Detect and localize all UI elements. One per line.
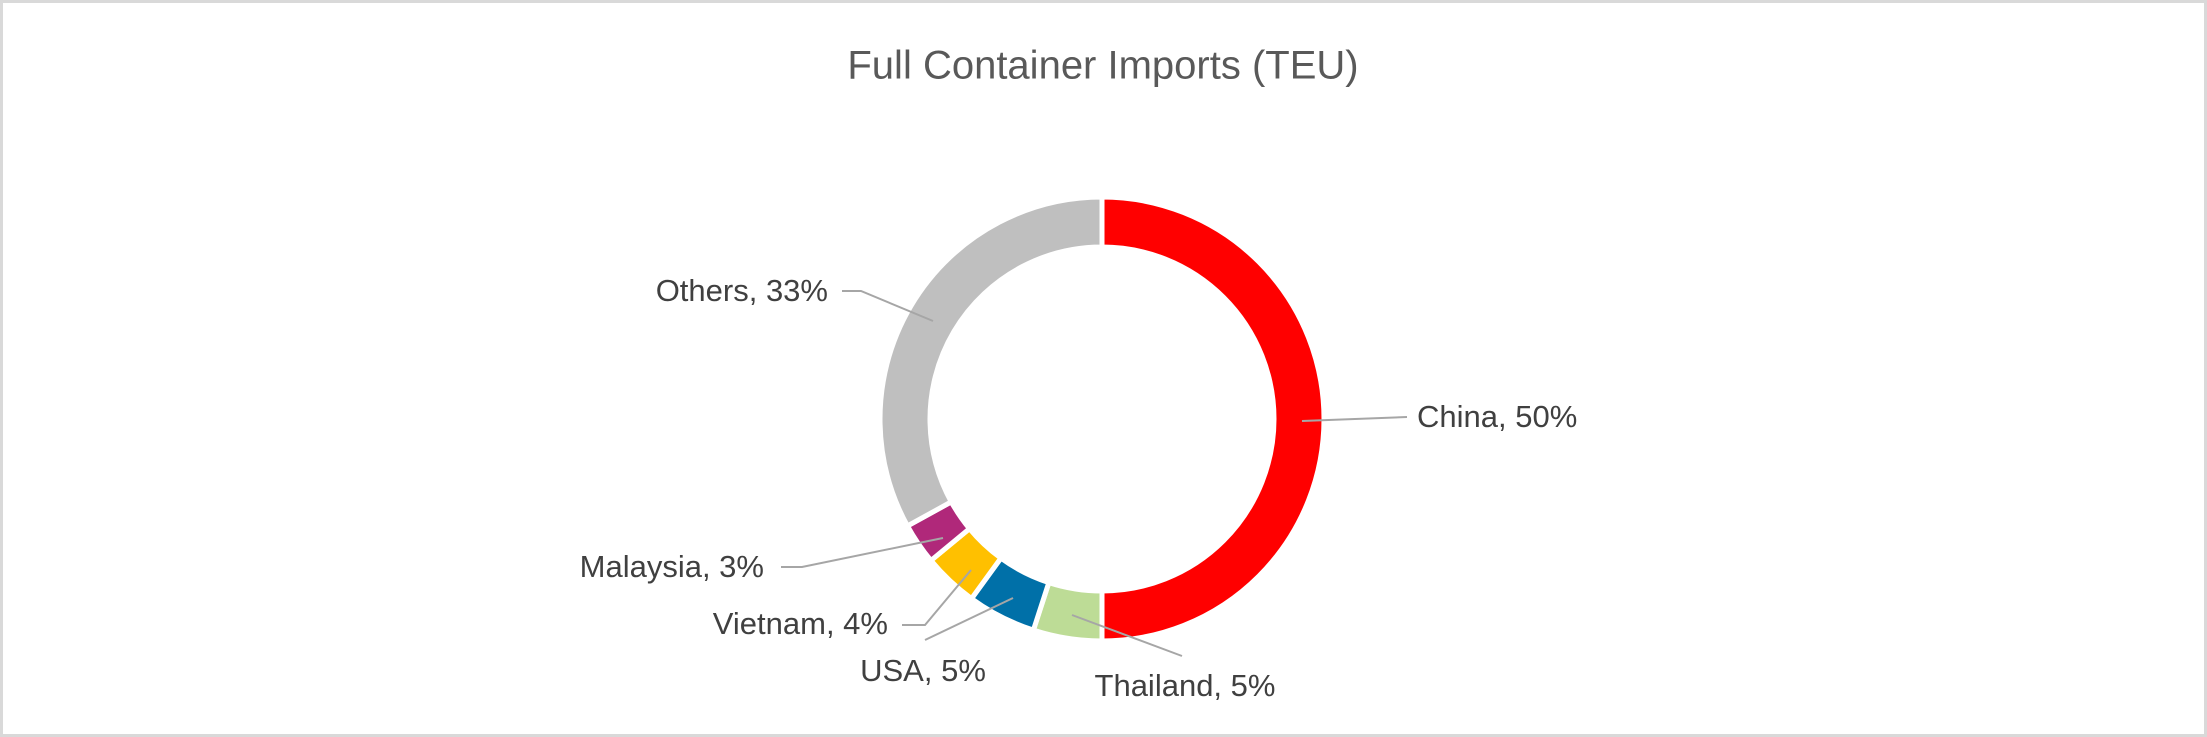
slice — [877, 194, 1105, 530]
data-label: Thailand, 5% — [1095, 668, 1276, 703]
leader-line — [1071, 614, 1183, 657]
data-label: USA, 5% — [860, 653, 986, 688]
leader-line — [781, 537, 944, 568]
leader-line — [1301, 416, 1408, 422]
data-label: Malaysia, 3% — [580, 549, 764, 584]
data-label: China, 50% — [1417, 399, 1577, 434]
leader-line — [842, 290, 934, 322]
data-label: Others, 33% — [656, 273, 828, 308]
data-label: Vietnam, 4% — [713, 606, 888, 641]
leader-line — [924, 597, 1014, 641]
leader-line — [902, 569, 972, 626]
slice — [1099, 194, 1327, 644]
chart-title: Full Container Imports (TEU) — [847, 44, 1358, 88]
